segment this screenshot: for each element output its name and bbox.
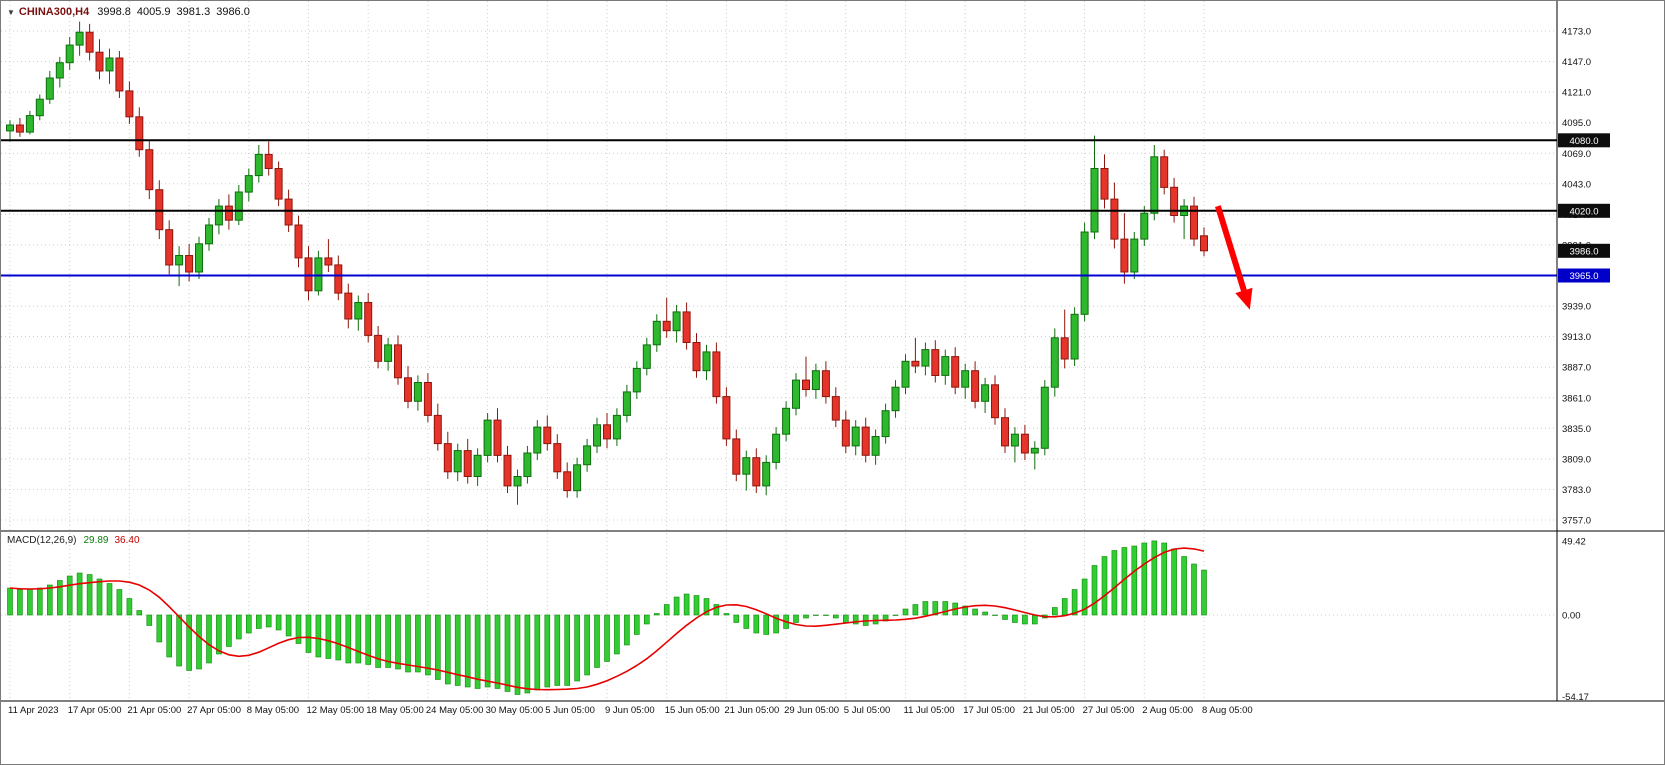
svg-text:3939.0: 3939.0 (1562, 302, 1591, 313)
ohlc-low: 3981.3 (176, 6, 211, 18)
svg-text:3809.0: 3809.0 (1562, 454, 1591, 465)
svg-text:4020.0: 4020.0 (1569, 206, 1598, 217)
svg-text:4173.0: 4173.0 (1562, 27, 1591, 38)
svg-text:4095.0: 4095.0 (1562, 118, 1591, 129)
time-axis-labels: 11 Apr 2023 17 Apr 05:00 21 Apr 05:00 27 Ap… (8, 705, 1253, 716)
svg-text:27 Jul 05:00: 27 Jul 05:00 (1083, 705, 1135, 716)
svg-text:3757.0: 3757.0 (1562, 516, 1591, 527)
ohlc-close: 3986.0 (216, 6, 250, 18)
svg-text:3965.0: 3965.0 (1569, 271, 1598, 282)
svg-text:3835.0: 3835.0 (1562, 424, 1591, 435)
svg-text:27 Apr 05:00: 27 Apr 05:00 (187, 705, 241, 716)
macd-indicator-label: MACD(12,26,9) (7, 535, 77, 546)
svg-text:3913.0: 3913.0 (1562, 332, 1591, 343)
svg-text:18 May 05:00: 18 May 05:00 (366, 705, 424, 716)
svg-text:21 Apr 05:00: 21 Apr 05:00 (127, 705, 181, 716)
macd-info-bar: MACD(12,26,9) 29.89 36.40 (7, 535, 140, 546)
svg-text:17 Jul 05:00: 17 Jul 05:00 (963, 705, 1015, 716)
symbol-info-bar: ▼ CHINA300,H4 3998.8 4005.9 3981.3 3986.0 (7, 6, 256, 18)
svg-text:3783.0: 3783.0 (1562, 485, 1591, 496)
macd-main-value: 29.89 (83, 535, 109, 546)
price-badge: 3965.0 (1558, 268, 1610, 283)
svg-text:3986.0: 3986.0 (1569, 246, 1598, 257)
symbol-dropdown-icon[interactable]: ▼ (7, 8, 15, 17)
svg-text:3887.0: 3887.0 (1562, 363, 1591, 374)
symbol-title: CHINA300,H4 (18, 6, 90, 18)
ohlc-high: 4005.9 (136, 6, 171, 18)
trend-arrow[interactable] (1215, 205, 1253, 310)
svg-text:2 Aug 05:00: 2 Aug 05:00 (1142, 705, 1193, 716)
svg-text:30 May 05:00: 30 May 05:00 (486, 705, 544, 716)
candlestick-series (6, 21, 1208, 505)
macd-signal-value: 36.40 (114, 535, 140, 546)
price-badge: 3986.0 (1558, 243, 1610, 258)
price-badge: 4080.0 (1558, 133, 1610, 148)
svg-text:4121.0: 4121.0 (1562, 88, 1591, 99)
svg-text:0.00: 0.00 (1562, 611, 1581, 622)
svg-text:4080.0: 4080.0 (1569, 136, 1598, 147)
price-badge: 4020.0 (1558, 203, 1610, 218)
macd-signal-line (9, 547, 1205, 691)
macd-histogram (7, 540, 1207, 695)
price-gridlines (1, 30, 1557, 521)
svg-text:8 May 05:00: 8 May 05:00 (247, 705, 299, 716)
svg-text:11 Jul 05:00: 11 Jul 05:00 (904, 705, 955, 716)
svg-text:-54.17: -54.17 (1562, 692, 1589, 703)
svg-text:3861.0: 3861.0 (1562, 393, 1591, 404)
svg-text:9 Jun 05:00: 9 Jun 05:00 (605, 705, 655, 716)
svg-text:15 Jun 05:00: 15 Jun 05:00 (665, 705, 720, 716)
horizontal-level-lines (1, 139, 1557, 277)
svg-text:21 Jun 05:00: 21 Jun 05:00 (724, 705, 779, 716)
macd-axis-labels: 49.42 0.00 -54.17 (1562, 536, 1589, 702)
svg-text:5 Jul 05:00: 5 Jul 05:00 (844, 705, 890, 716)
svg-text:11 Apr 2023: 11 Apr 2023 (8, 705, 59, 716)
svg-text:24 May 05:00: 24 May 05:00 (426, 705, 484, 716)
ohlc-open: 3998.8 (97, 6, 131, 18)
svg-text:17 Apr 05:00: 17 Apr 05:00 (68, 705, 122, 716)
svg-text:49.42: 49.42 (1562, 536, 1586, 547)
svg-text:8 Aug 05:00: 8 Aug 05:00 (1202, 705, 1253, 716)
svg-text:4147.0: 4147.0 (1562, 57, 1591, 68)
svg-text:5 Jun 05:00: 5 Jun 05:00 (545, 705, 595, 716)
svg-text:4069.0: 4069.0 (1562, 149, 1591, 160)
svg-text:12 May 05:00: 12 May 05:00 (307, 705, 365, 716)
svg-text:4043.0: 4043.0 (1562, 179, 1591, 190)
svg-text:29 Jun 05:00: 29 Jun 05:00 (784, 705, 839, 716)
svg-text:21 Jul 05:00: 21 Jul 05:00 (1023, 705, 1075, 716)
